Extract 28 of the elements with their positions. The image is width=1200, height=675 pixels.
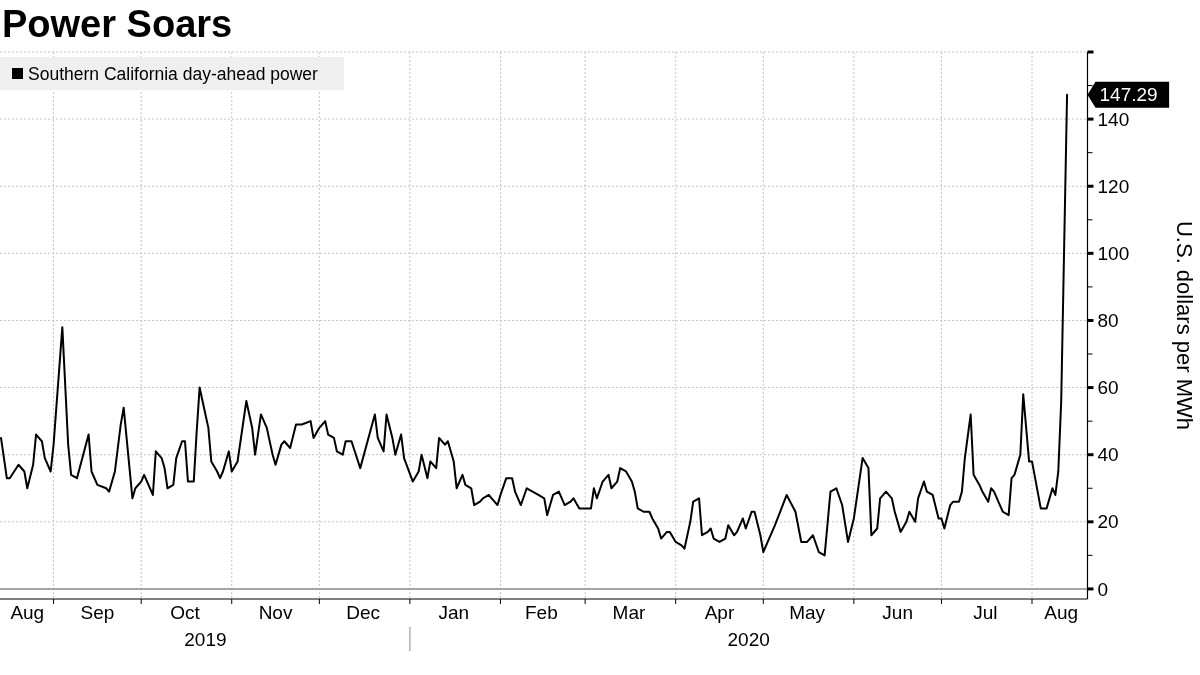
- y-tick-label: 140: [1097, 108, 1130, 130]
- y-axis-title: U.S. dollars per MWh: [1172, 220, 1197, 431]
- chart-title: Power Soars: [2, 3, 233, 45]
- y-tick-label: 20: [1097, 511, 1119, 533]
- y-tick-label: 120: [1097, 175, 1130, 197]
- x-tick-label: Aug: [10, 602, 45, 623]
- x-tick-label: Feb: [524, 602, 558, 623]
- x-tick-label: Aug: [1044, 602, 1079, 623]
- x-tick-label: Sep: [80, 602, 115, 623]
- line-series: [0, 93, 1069, 557]
- x-tick-label: Mar: [612, 602, 646, 623]
- x2-tick-label: 2020: [727, 629, 770, 650]
- x-tick-label: Nov: [258, 602, 293, 623]
- x-tick-label: Apr: [704, 602, 735, 623]
- x-tick-label: Oct: [170, 602, 201, 623]
- y-tick-label: 40: [1097, 444, 1119, 466]
- x-tick-label: Jun: [882, 602, 913, 623]
- y-tick-label: 0: [1097, 578, 1109, 600]
- x-tick-label: Dec: [346, 602, 381, 623]
- legend-label: Southern California day-ahead power: [28, 63, 319, 84]
- x-tick-label: Jan: [438, 602, 470, 623]
- x2-tick-label: 2019: [184, 629, 227, 650]
- x-tick-label: May: [789, 602, 826, 623]
- x-tick-label: Jul: [973, 602, 998, 623]
- y-tick-label: 80: [1097, 310, 1119, 332]
- y-tick-label: 60: [1097, 377, 1119, 399]
- annotation: 147.29: [1099, 84, 1158, 106]
- y-tick-label: 100: [1097, 243, 1130, 264]
